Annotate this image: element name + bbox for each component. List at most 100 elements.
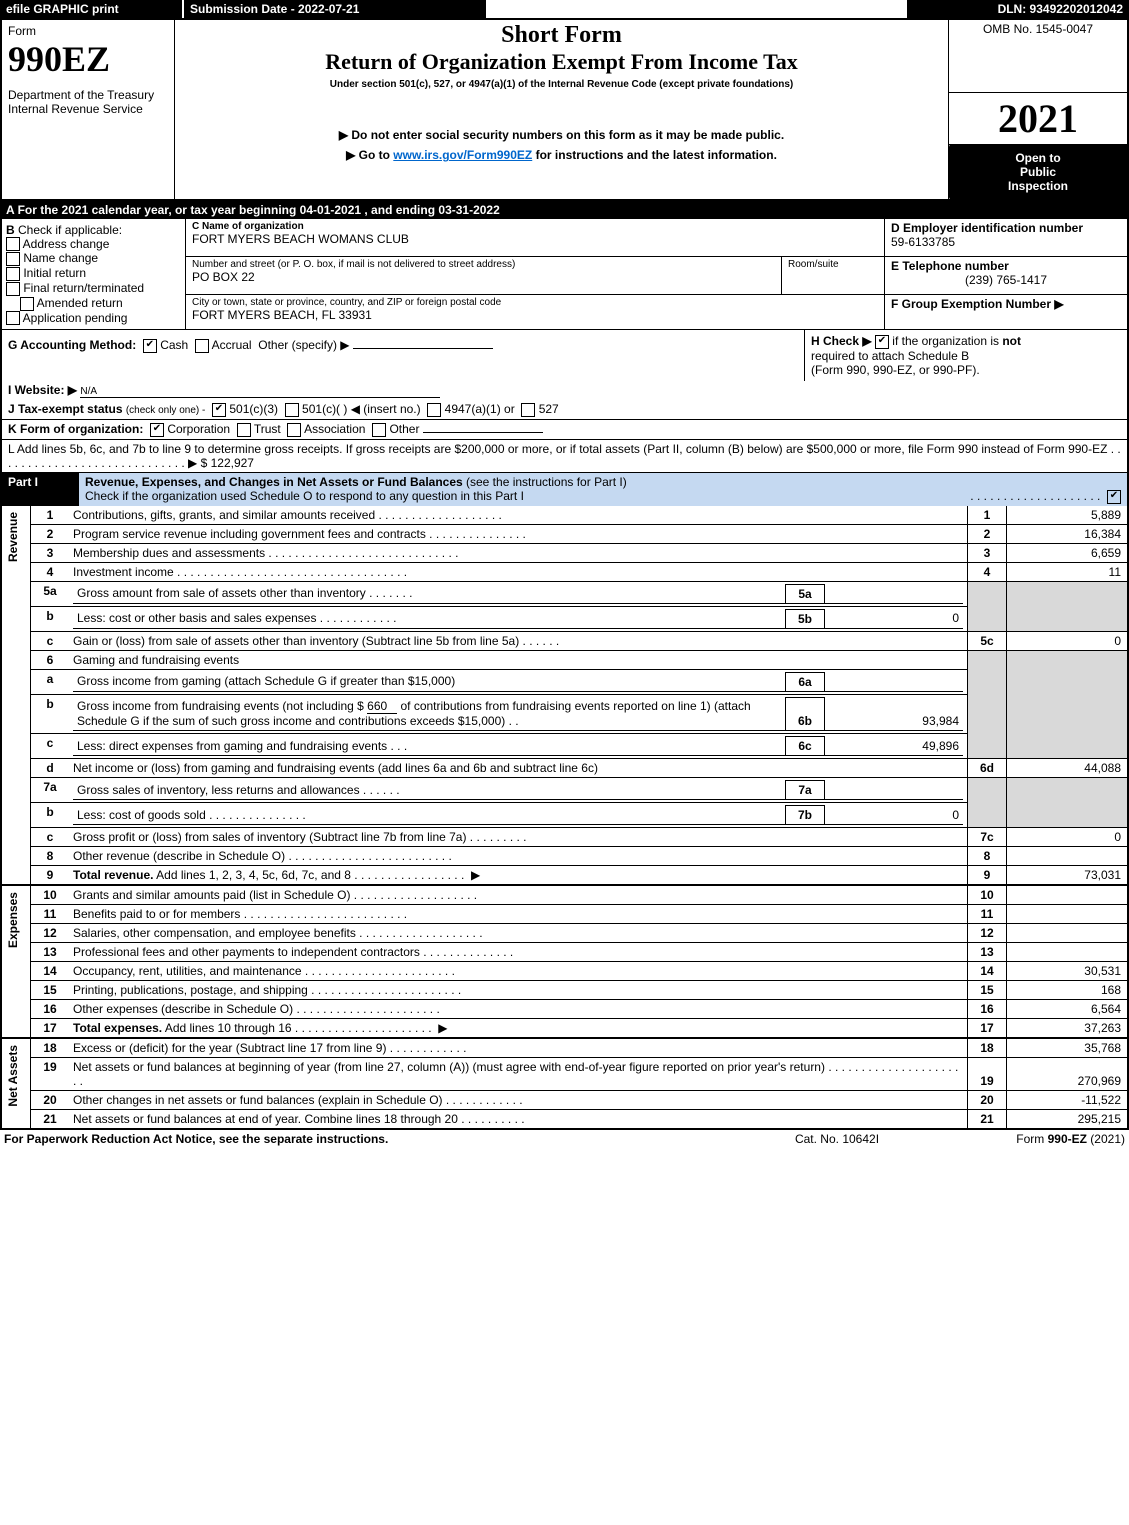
- ln10-code: 10: [968, 885, 1007, 905]
- check-final-return[interactable]: [6, 282, 20, 296]
- H-txt2: required to attach Schedule B: [811, 349, 969, 363]
- short-form-title: Short Form: [179, 22, 944, 49]
- ln15-code: 15: [968, 981, 1007, 1000]
- ln2-code: 2: [968, 524, 1007, 543]
- ln19-amt: 270,969: [1007, 1058, 1129, 1091]
- ln21-code: 21: [968, 1110, 1007, 1130]
- I-label: I Website: ▶: [8, 383, 77, 397]
- check-corporation[interactable]: ✔: [150, 423, 164, 437]
- ln1-d: Contributions, gifts, grants, and simila…: [69, 506, 968, 525]
- ln13-amt: [1007, 943, 1129, 962]
- H-txt3: (Form 990, 990-EZ, or 990-PF).: [811, 363, 980, 377]
- check-address-change[interactable]: [6, 237, 20, 251]
- ln18-amt: 35,768: [1007, 1038, 1129, 1058]
- G-cash: Cash: [160, 338, 188, 352]
- ln10-amt: [1007, 885, 1129, 905]
- goto-pre: ▶ Go to: [346, 148, 393, 162]
- ln11-d: Benefits paid to or for members . . . . …: [69, 905, 968, 924]
- ln2-n: 2: [31, 524, 70, 543]
- check-application-pending[interactable]: [6, 311, 20, 325]
- ln6-n: 6: [31, 650, 70, 669]
- ln4-amt: 11: [1007, 562, 1129, 581]
- check-association[interactable]: [287, 423, 301, 437]
- ln14-amt: 30,531: [1007, 962, 1129, 981]
- check-other-org[interactable]: [372, 423, 386, 437]
- B-o1: Address change: [23, 237, 110, 251]
- check-4947[interactable]: [427, 403, 441, 417]
- street: PO BOX 22: [192, 270, 775, 284]
- ln7a-sv: [825, 781, 964, 800]
- ln9-n: 9: [31, 866, 70, 886]
- ln6d-amt: 44,088: [1007, 759, 1129, 778]
- form-label: Form: [8, 24, 168, 38]
- check-cash[interactable]: ✔: [143, 339, 157, 353]
- check-accrual[interactable]: [195, 339, 209, 353]
- J-label: J Tax-exempt status: [8, 402, 123, 416]
- ln19-d: Net assets or fund balances at beginning…: [69, 1058, 968, 1091]
- check-H[interactable]: ✔: [875, 335, 889, 349]
- F-label: F Group Exemption Number ▶: [891, 297, 1121, 311]
- check-trust[interactable]: [237, 423, 251, 437]
- irs-link[interactable]: www.irs.gov/Form990EZ: [393, 148, 532, 162]
- ln6c-sub: 6c: [786, 737, 825, 756]
- check-initial-return[interactable]: [6, 267, 20, 281]
- K-o2: Trust: [254, 422, 281, 436]
- ln5b-sub: 5b: [786, 609, 825, 628]
- ln20-d: Other changes in net assets or fund bala…: [69, 1091, 968, 1110]
- ln12-d: Salaries, other compensation, and employ…: [69, 924, 968, 943]
- ln20-n: 20: [31, 1091, 70, 1110]
- ein: 59-6133785: [891, 235, 1121, 249]
- check-name-change[interactable]: [6, 252, 20, 266]
- G-accrual: Accrual: [212, 338, 252, 352]
- ln5b-d: Less: cost or other basis and sales expe…: [73, 609, 786, 628]
- ln4-n: 4: [31, 562, 70, 581]
- ln6b-sub: 6b: [786, 697, 825, 731]
- ln15-amt: 168: [1007, 981, 1129, 1000]
- part1-tab: Part I: [1, 473, 79, 506]
- J-o1: 501(c)(3): [229, 402, 278, 416]
- ln6b-n: b: [31, 694, 70, 734]
- ln10-d: Grants and similar amounts paid (list in…: [69, 885, 968, 905]
- ln5b-n: b: [31, 606, 70, 631]
- check-527[interactable]: [521, 403, 535, 417]
- B-o4: Final return/terminated: [23, 281, 144, 295]
- part1-heading: Revenue, Expenses, and Changes in Net As…: [85, 475, 463, 489]
- ln3-n: 3: [31, 543, 70, 562]
- H-label: H Check ▶: [811, 334, 872, 348]
- ln2-amt: 16,384: [1007, 524, 1129, 543]
- ln6a-d: Gross income from gaming (attach Schedul…: [73, 672, 786, 691]
- ln8-code: 8: [968, 847, 1007, 866]
- ln7c-amt: 0: [1007, 828, 1129, 847]
- H-txt1: if the organization is: [892, 334, 1002, 348]
- part1-check-line: Check if the organization used Schedule …: [85, 489, 524, 503]
- B-label: Check if applicable:: [18, 223, 122, 237]
- check-501c3[interactable]: ✔: [212, 403, 226, 417]
- ln6d-d: Net income or (loss) from gaming and fun…: [69, 759, 968, 778]
- ln7c-n: c: [31, 828, 70, 847]
- ln9-code: 9: [968, 866, 1007, 886]
- check-part1-scheduleO[interactable]: ✔: [1107, 490, 1121, 504]
- K-o4: Other: [389, 422, 419, 436]
- ln7b-d: Less: cost of goods sold . . . . . . . .…: [73, 806, 786, 825]
- side-revenue: Revenue: [6, 508, 20, 566]
- telephone: (239) 765-1417: [891, 273, 1121, 287]
- footer-cat: Cat. No. 10642I: [733, 1130, 941, 1148]
- ln6b-d1: Gross income from fundraising events (no…: [77, 699, 367, 713]
- room-label: Room/suite: [788, 259, 878, 270]
- side-net-assets: Net Assets: [6, 1041, 20, 1111]
- ln7c-code: 7c: [968, 828, 1007, 847]
- dln: DLN: 93492202012042: [907, 0, 1129, 18]
- ln7b-sv: 0: [825, 806, 964, 825]
- ln5a-d: Gross amount from sale of assets other t…: [73, 584, 786, 603]
- line-A: For the 2021 calendar year, or tax year …: [18, 203, 500, 217]
- ln7a-d: Gross sales of inventory, less returns a…: [73, 781, 786, 800]
- ln6a-n: a: [31, 669, 70, 694]
- ln8-n: 8: [31, 847, 70, 866]
- submission-date: Submission Date - 2022-07-21: [183, 0, 487, 18]
- main-title: Return of Organization Exempt From Incom…: [179, 49, 944, 75]
- check-amended-return[interactable]: [20, 297, 34, 311]
- goto-post: for instructions and the latest informat…: [532, 148, 777, 162]
- check-501c[interactable]: [285, 403, 299, 417]
- J-o2: 501(c)( ) ◀ (insert no.): [302, 402, 421, 416]
- ln17-amt: 37,263: [1007, 1019, 1129, 1039]
